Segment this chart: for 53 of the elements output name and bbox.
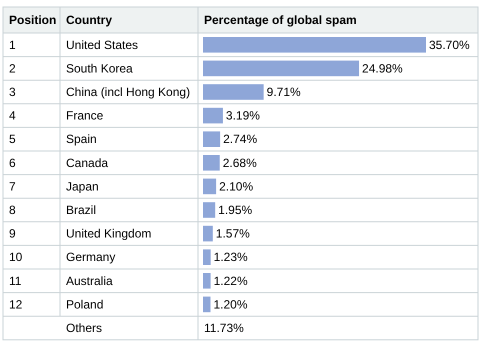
bar: [203, 37, 426, 53]
y-tick-label: Others: [66, 321, 102, 335]
text: 5: [9, 132, 16, 146]
bar: [203, 131, 220, 147]
data-label: 1.22%: [214, 274, 248, 288]
bar: [203, 155, 220, 171]
text: 12: [9, 297, 23, 312]
data-label: 9.71%: [266, 85, 302, 99]
bar: [203, 84, 264, 100]
text: Country: [66, 13, 112, 27]
y-tick-label: Poland: [66, 297, 104, 312]
y-tick-label: Australia: [66, 274, 114, 288]
bar: [203, 249, 211, 265]
y-tick-label: South Korea: [66, 61, 134, 76]
text: 9: [9, 226, 16, 241]
data-label: 2.10%: [219, 179, 254, 194]
text: Position: [9, 13, 56, 27]
text: 7: [9, 179, 16, 194]
bar: [203, 296, 210, 312]
text: 8: [9, 203, 16, 217]
text: 10: [9, 250, 23, 264]
text: 3: [9, 85, 16, 99]
bar: [203, 60, 360, 76]
y-tick-label: China (incl Hong Kong): [66, 85, 190, 99]
bar: [203, 178, 216, 194]
y-tick-label: Germany: [66, 250, 116, 264]
text: 11.73%: [204, 321, 244, 335]
bar: [203, 273, 211, 289]
bar: [203, 226, 213, 242]
data-label: 1.23%: [214, 250, 248, 264]
y-tick-label: Canada: [66, 156, 108, 170]
data-label: 2.74%: [223, 132, 258, 146]
y-tick-label: Japan: [66, 179, 99, 194]
y-tick-label: United States: [66, 38, 138, 52]
text: 2: [9, 61, 16, 76]
x-axis-title: Percentage of global spam: [204, 13, 357, 27]
y-tick-label: United Kingdom: [66, 226, 152, 241]
y-tick-label: France: [66, 108, 104, 123]
data-label: 1.20%: [213, 297, 248, 312]
text: 4: [9, 108, 16, 123]
text: 1: [9, 38, 16, 52]
bar: [203, 202, 216, 218]
data-label: 35.70%: [429, 38, 470, 52]
data-label: 3.19%: [226, 108, 260, 123]
bar: [203, 108, 223, 124]
text: 11: [9, 274, 22, 288]
data-label: 2.68%: [222, 156, 258, 170]
y-tick-label: Spain: [66, 132, 97, 146]
y-tick-label: Brazil: [66, 203, 96, 217]
data-label: 1.57%: [216, 226, 250, 241]
data-label: 24.98%: [362, 61, 404, 76]
data-label: 1.95%: [218, 203, 253, 217]
text: 6: [9, 156, 16, 170]
